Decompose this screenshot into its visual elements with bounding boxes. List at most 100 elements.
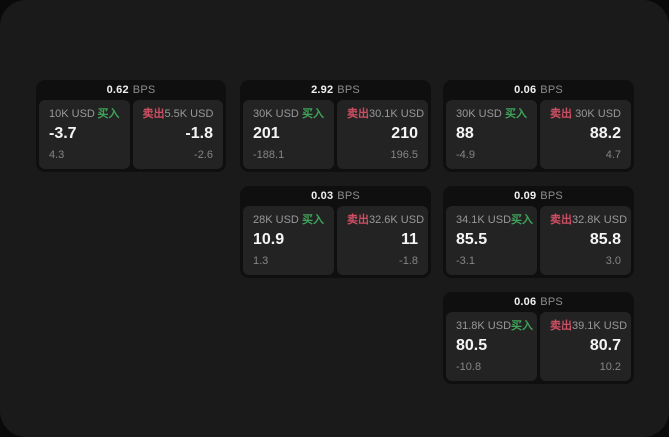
bps-value: 0.03 (311, 190, 334, 202)
sell-side-label: 卖出 (347, 214, 369, 226)
buy-price: 10.9 (253, 231, 285, 248)
quote-card: 0.62 BPS 10K USD 买入 -3.7 4.3 卖出 5.5K USD … (36, 80, 226, 172)
buy-side-label: 买入 (97, 108, 120, 120)
buy-panel[interactable]: 28K USD 买入 10.9 1.3 (243, 206, 334, 275)
buy-label-row: 10K USD 买入 (49, 108, 120, 121)
bps-value: 2.92 (311, 84, 334, 96)
sell-side-label: 卖出 (142, 108, 165, 120)
buy-side-label: 买入 (302, 214, 324, 226)
sell-price: -1.8 (185, 125, 213, 142)
quote-panels: 31.8K USD 买入 80.5 -10.8 卖出 39.1K USD 80.… (446, 312, 631, 381)
bps-unit-label: BPS (540, 296, 563, 308)
sell-size-label: 30K USD (575, 108, 621, 120)
bps-unit-label: BPS (337, 190, 360, 202)
buy-price: 85.5 (456, 231, 488, 248)
buy-size-label: 34.1K USD (456, 214, 512, 226)
bps-value: 0.06 (514, 84, 537, 96)
sell-sub-value: 4.7 (605, 149, 621, 161)
sell-label-row: 卖出 32.8K USD (550, 214, 627, 227)
quote-card: 0.06 BPS 30K USD 买入 88 -4.9 卖出 30K USD 88… (443, 80, 634, 172)
sell-price: 88.2 (589, 125, 621, 142)
bps-unit-label: BPS (540, 190, 563, 202)
sell-side-label: 卖出 (550, 320, 572, 332)
sell-size-label: 39.1K USD (572, 320, 628, 332)
buy-sub-value: 4.3 (49, 149, 65, 161)
bps-value: 0.62 (106, 84, 129, 96)
sell-panel[interactable]: 卖出 39.1K USD 80.7 10.2 (540, 312, 631, 381)
bps-value: 0.06 (514, 296, 537, 308)
sell-size-label: 32.6K USD (369, 214, 425, 226)
buy-sub-value: -3.1 (456, 255, 475, 267)
buy-price: 88 (456, 125, 474, 142)
sell-label-row: 卖出 39.1K USD (550, 320, 627, 333)
buy-panel[interactable]: 30K USD 买入 88 -4.9 (446, 100, 537, 169)
sell-sub-value: -2.6 (194, 149, 213, 161)
buy-side-label: 买入 (302, 108, 324, 120)
sell-panel[interactable]: 卖出 30K USD 88.2 4.7 (540, 100, 631, 169)
bps-header: 0.62 BPS (39, 80, 223, 100)
buy-side-label: 买入 (505, 108, 527, 120)
buy-label-row: 30K USD 买入 (253, 108, 324, 121)
buy-sub-value: -4.9 (456, 149, 475, 161)
buy-price: -3.7 (49, 125, 77, 142)
buy-panel[interactable]: 10K USD 买入 -3.7 4.3 (39, 100, 130, 169)
sell-label-row: 卖出 30K USD (550, 108, 621, 121)
sell-price: 11 (401, 231, 418, 248)
buy-panel[interactable]: 34.1K USD 买入 85.5 -3.1 (446, 206, 537, 275)
buy-label-row: 31.8K USD 买入 (456, 320, 533, 333)
bps-unit-label: BPS (337, 84, 360, 96)
sell-sub-value: 3.0 (605, 255, 621, 267)
sell-panel[interactable]: 卖出 30.1K USD 210 196.5 (337, 100, 428, 169)
quote-panels: 30K USD 买入 88 -4.9 卖出 30K USD 88.2 4.7 (446, 100, 631, 169)
buy-label-row: 28K USD 买入 (253, 214, 324, 227)
sell-panel[interactable]: 卖出 32.8K USD 85.8 3.0 (540, 206, 631, 275)
buy-size-label: 28K USD (253, 214, 299, 226)
sell-size-label: 30.1K USD (369, 108, 425, 120)
bps-unit-label: BPS (132, 84, 156, 96)
buy-size-label: 10K USD (49, 108, 95, 120)
buy-panel[interactable]: 31.8K USD 买入 80.5 -10.8 (446, 312, 537, 381)
sell-size-label: 32.8K USD (572, 214, 628, 226)
quote-panels: 28K USD 买入 10.9 1.3 卖出 32.6K USD 11 -1.8 (243, 206, 428, 275)
bps-header: 2.92 BPS (243, 80, 428, 100)
sell-sub-value: 10.2 (599, 361, 621, 373)
buy-panel[interactable]: 30K USD 买入 201 -188.1 (243, 100, 334, 169)
buy-side-label: 买入 (511, 320, 534, 332)
quote-panels: 34.1K USD 买入 85.5 -3.1 卖出 32.8K USD 85.8… (446, 206, 631, 275)
sell-panel[interactable]: 卖出 32.6K USD 11 -1.8 (337, 206, 428, 275)
bps-header: 0.09 BPS (446, 186, 631, 206)
sell-price: 210 (391, 125, 418, 142)
sell-side-label: 卖出 (550, 108, 572, 120)
quote-card: 0.06 BPS 31.8K USD 买入 80.5 -10.8 卖出 39.1K… (443, 292, 634, 384)
sell-panel[interactable]: 卖出 5.5K USD -1.8 -2.6 (132, 100, 223, 169)
bps-value: 0.09 (514, 190, 537, 202)
buy-size-label: 30K USD (253, 108, 299, 120)
bps-header: 0.06 BPS (446, 80, 631, 100)
buy-sub-value: -188.1 (253, 149, 285, 161)
bps-header: 0.06 BPS (446, 292, 631, 312)
sell-side-label: 卖出 (550, 214, 572, 226)
buy-sub-value: 1.3 (253, 255, 269, 267)
sell-sub-value: -1.8 (399, 255, 418, 267)
sell-label-row: 卖出 32.6K USD (347, 214, 424, 227)
buy-size-label: 31.8K USD (456, 320, 512, 332)
quote-panels: 30K USD 买入 201 -188.1 卖出 30.1K USD 210 1… (243, 100, 428, 169)
sell-size-label: 5.5K USD (164, 108, 214, 120)
quote-panels: 10K USD 买入 -3.7 4.3 卖出 5.5K USD -1.8 -2.… (39, 100, 223, 169)
quote-card: 2.92 BPS 30K USD 买入 201 -188.1 卖出 30.1K U… (240, 80, 431, 172)
sell-sub-value: 196.5 (390, 149, 418, 161)
sell-label-row: 卖出 30.1K USD (347, 108, 424, 121)
buy-label-row: 30K USD 买入 (456, 108, 527, 121)
sell-price: 80.7 (589, 337, 621, 354)
sell-side-label: 卖出 (347, 108, 369, 120)
buy-sub-value: -10.8 (456, 361, 482, 373)
bps-header: 0.03 BPS (243, 186, 428, 206)
bps-unit-label: BPS (540, 84, 563, 96)
buy-price: 80.5 (456, 337, 488, 354)
buy-side-label: 买入 (511, 214, 534, 226)
buy-price: 201 (253, 125, 280, 142)
quote-card: 0.03 BPS 28K USD 买入 10.9 1.3 卖出 32.6K USD… (240, 186, 431, 278)
sell-price: 85.8 (589, 231, 621, 248)
buy-label-row: 34.1K USD 买入 (456, 214, 533, 227)
